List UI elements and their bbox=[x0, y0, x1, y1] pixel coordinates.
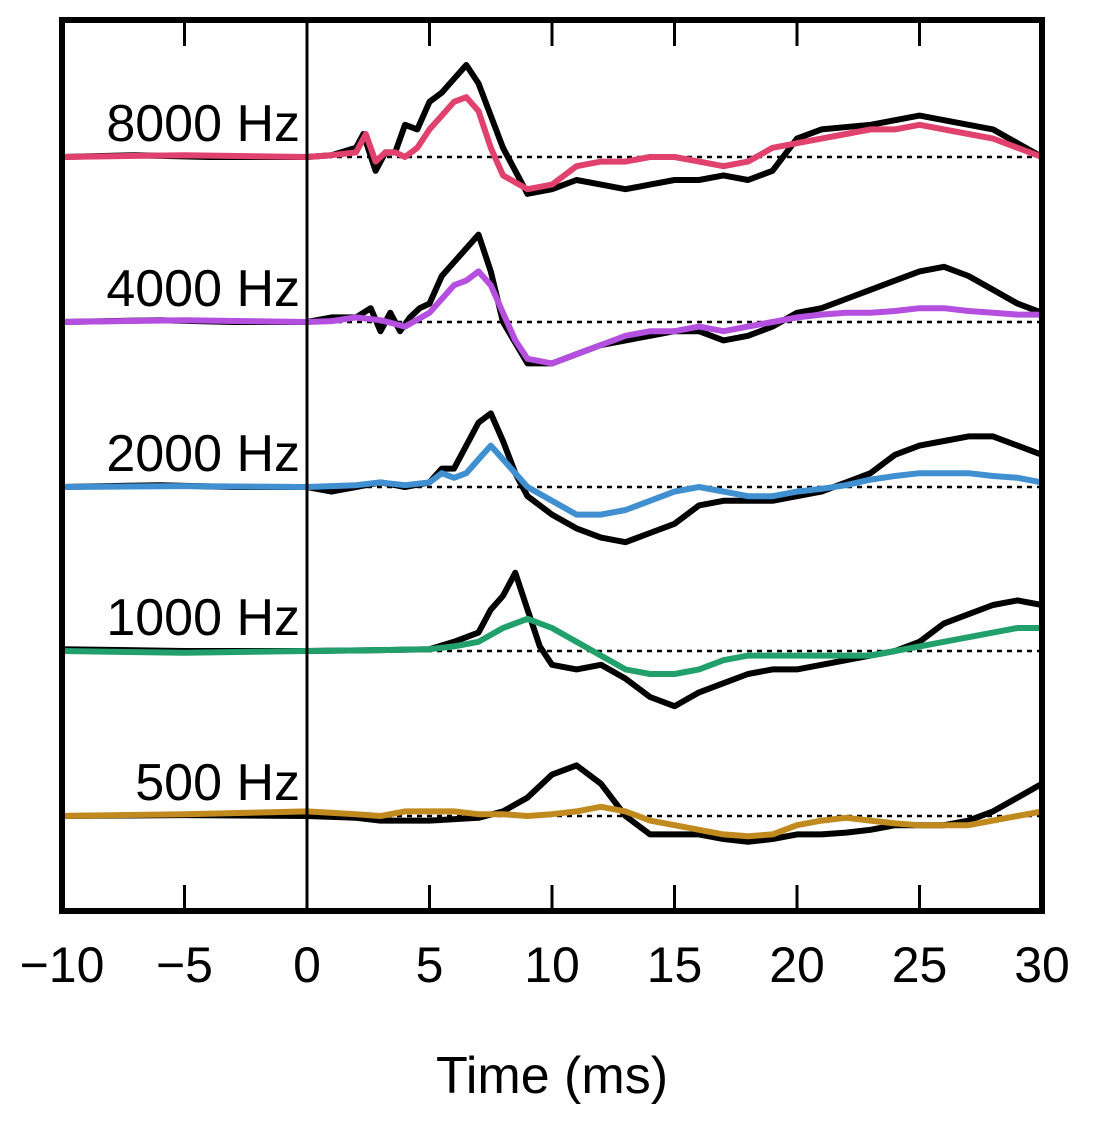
band-label: 8000 Hz bbox=[106, 95, 300, 153]
model-trace-colored bbox=[59, 442, 1045, 518]
band-500hz: 500 Hz bbox=[59, 754, 1045, 845]
x-tick-label: 0 bbox=[293, 937, 321, 993]
x-axis-label: Time (ms) bbox=[436, 1047, 668, 1105]
model-trace-colored bbox=[59, 268, 1045, 367]
x-axis-tick-labels: −10 −5 0 5 10 15 20 25 30 bbox=[20, 937, 1070, 993]
x-tick-label: 10 bbox=[524, 937, 580, 993]
band-4000hz: 4000 Hz bbox=[59, 231, 1045, 367]
x-tick-label: 25 bbox=[892, 937, 948, 993]
plot-content: 8000 Hz 4000 Hz 2000 Hz 1000 Hz 500 Hz bbox=[59, 62, 1045, 845]
model-trace-colored bbox=[59, 615, 1045, 677]
band-2000hz: 2000 Hz bbox=[59, 410, 1045, 546]
model-trace-colored bbox=[59, 803, 1045, 840]
band-1000hz: 1000 Hz bbox=[59, 569, 1045, 710]
band-label: 500 Hz bbox=[135, 754, 300, 812]
measured-trace-black bbox=[59, 569, 1045, 710]
band-8000hz: 8000 Hz bbox=[59, 62, 1045, 197]
model-trace-colored bbox=[59, 94, 1045, 193]
x-tick-label: 5 bbox=[416, 937, 444, 993]
x-tick-label: 30 bbox=[1014, 937, 1070, 993]
x-tick-label: −10 bbox=[20, 937, 105, 993]
x-tick-label: −5 bbox=[156, 937, 213, 993]
x-tick-label: 20 bbox=[769, 937, 825, 993]
band-label: 4000 Hz bbox=[106, 260, 300, 318]
x-tick-label: 15 bbox=[647, 937, 703, 993]
plot-frame bbox=[59, 17, 1045, 914]
band-label: 2000 Hz bbox=[106, 425, 300, 483]
band-label: 1000 Hz bbox=[106, 589, 300, 647]
